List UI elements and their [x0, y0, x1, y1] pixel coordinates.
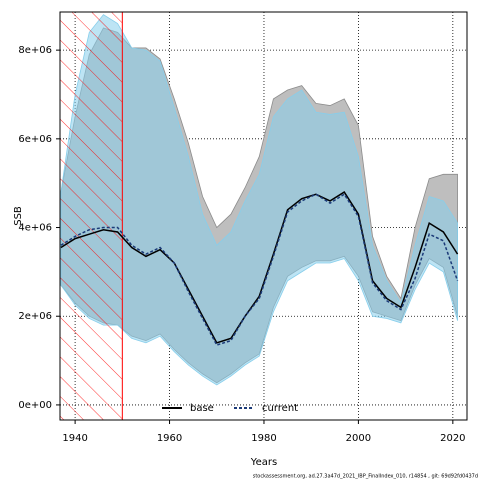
x-tick-label: 1940 [62, 433, 87, 444]
shaded-region [60, 12, 123, 420]
footer: stockassessment.org, ad.27.3a47d_2021_IB… [253, 474, 478, 480]
y-tick-label: 4e+06 [18, 223, 52, 234]
x-tick-label: 2020 [440, 433, 465, 444]
x-tick-label: 1980 [251, 433, 276, 444]
legend-label: current [262, 403, 298, 414]
x-axis-label: Years [250, 457, 277, 468]
series-line [60, 193, 459, 346]
confidence-band [60, 14, 458, 386]
y-tick-label: 6e+06 [18, 134, 52, 145]
x-tick-label: 1960 [157, 433, 182, 444]
y-axis-label: SSB [13, 206, 24, 226]
legend-label: base [190, 403, 214, 414]
x-tick-label: 2000 [346, 433, 371, 444]
y-tick-label: 2e+06 [18, 311, 52, 322]
y-tick-label: 0e+00 [18, 400, 52, 411]
plot-area [60, 12, 467, 420]
y-tick-label: 8e+06 [18, 45, 52, 56]
plot-frame [59, 11, 468, 421]
